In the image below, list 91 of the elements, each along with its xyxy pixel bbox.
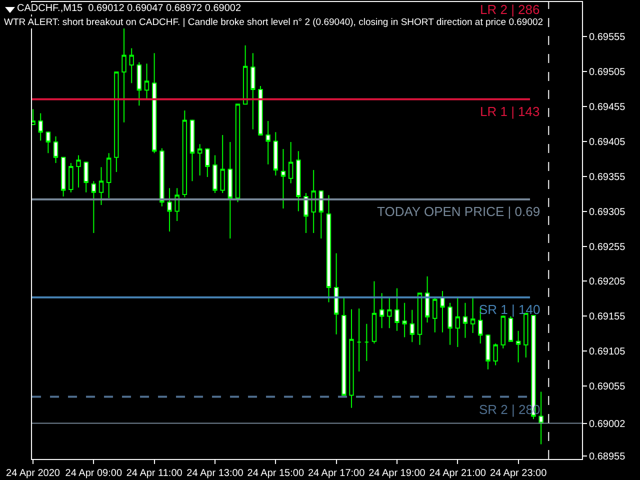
x-tick-label: 24 Apr 13:00: [186, 468, 244, 479]
candlestick: [394, 288, 400, 332]
candlestick: [250, 52, 256, 130]
x-tick-label: 24 Apr 09:00: [65, 468, 122, 479]
candlestick: [326, 194, 332, 303]
candlestick: [364, 323, 370, 362]
candlestick: [508, 316, 514, 342]
candlestick: [266, 120, 270, 165]
candlestick: [349, 308, 354, 408]
x-tick-label: 24 Apr 19:00: [368, 468, 426, 479]
y-tick-label: 0.69305: [589, 206, 626, 218]
candlestick: [455, 296, 460, 348]
candlestick: [228, 141, 233, 240]
y-tick-label: 0.69105: [589, 346, 626, 358]
candlestick: [493, 343, 498, 366]
candlestick: [296, 150, 301, 212]
candlestick: [417, 292, 422, 346]
y-tick-label: 0.69002: [589, 418, 626, 430]
annotation: LR 2 | 286: [480, 2, 540, 17]
candlestick: [182, 110, 188, 198]
candlestick: [98, 166, 104, 206]
candlestick: [440, 290, 445, 333]
candlestick: [46, 130, 51, 154]
candlestick: [212, 154, 218, 194]
y-tick-label: 0.69055: [589, 382, 626, 393]
y-tick-label: 0.69505: [589, 66, 626, 78]
ref-line-label: LR 1 | 143: [480, 104, 540, 119]
candlestick: [470, 296, 476, 334]
ref-line-label: TODAY OPEN PRICE | 0.69: [377, 204, 540, 219]
candlestick: [304, 192, 308, 234]
y-tick-label: 0.69255: [589, 242, 626, 253]
y-tick-label: 0.69205: [589, 276, 626, 288]
candlestick: [152, 52, 157, 154]
candlestick: [129, 48, 134, 84]
candlestick: [205, 148, 210, 178]
candlestick: [273, 132, 278, 176]
candlestick: [538, 391, 544, 445]
y-tick-label: 0.68955: [589, 452, 626, 463]
candlestick: [402, 302, 407, 338]
candlestick: [410, 309, 414, 343]
candlestick: [486, 334, 490, 370]
candlestick: [318, 190, 324, 240]
candlestick: [242, 44, 248, 105]
y-tick-label: 0.69155: [589, 312, 626, 323]
candlestick: [60, 156, 66, 198]
candlestick: [68, 162, 74, 193]
candlestick: [342, 298, 346, 396]
candlestick: [114, 71, 119, 173]
candlestick: [311, 169, 316, 234]
candlestick: [197, 144, 202, 176]
candlestick: [144, 63, 150, 100]
y-tick-label: 0.69455: [589, 102, 626, 113]
candlestick: [53, 136, 58, 164]
candlestick: [448, 302, 452, 346]
chart-title: CADCHF.,M15 0.69012 0.69047 0.68972 0.69002: [17, 3, 242, 14]
candlestick: [136, 62, 142, 106]
candlestick: [387, 298, 392, 329]
x-tick-label: 24 Apr 2020: [6, 468, 60, 479]
candlestick: [462, 302, 468, 338]
candlestick: [516, 330, 521, 363]
candlestick: [424, 276, 430, 324]
x-tick-label: 24 Apr 21:00: [429, 468, 486, 479]
y-tick-label: 0.69555: [589, 32, 626, 43]
x-tick-label: 24 Apr 17:00: [308, 468, 366, 479]
candlestick: [280, 148, 286, 209]
candlestick: [84, 161, 88, 193]
y-tick-label: 0.69355: [589, 172, 626, 183]
candlestick: [235, 104, 240, 203]
candlestick: [379, 292, 384, 329]
candlestick: [258, 85, 263, 136]
candlestick: [356, 308, 362, 372]
candlestick: [160, 148, 164, 207]
x-tick-label: 24 Apr 23:00: [490, 468, 548, 479]
candlestick: [220, 134, 225, 194]
candlestick: [76, 154, 81, 188]
candlestick: [372, 280, 377, 344]
candlestick: [167, 188, 172, 232]
candlestick: [38, 112, 43, 142]
candlestick: [106, 152, 112, 198]
y-tick-label: 0.69405: [589, 136, 626, 148]
candlestick: [288, 141, 294, 184]
candlestick: [524, 312, 528, 358]
candlestick: [174, 188, 180, 222]
x-tick-label: 24 Apr 11:00: [126, 468, 183, 479]
candlestick: [334, 252, 339, 335]
text: WTR ALERT: short breakout on CADCHF. | Candle broke short level n° 2 (0.69040), closing in SHORT direction at price 0.69002: [4, 17, 544, 28]
x-tick-label: 24 Apr 15:00: [247, 468, 304, 479]
candlestick: [190, 119, 195, 182]
candlestick: [500, 315, 506, 349]
candlestick: [432, 298, 438, 333]
candlestick: [91, 180, 96, 234]
